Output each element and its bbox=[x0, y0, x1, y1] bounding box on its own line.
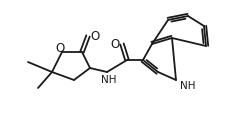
Text: O: O bbox=[110, 39, 120, 51]
Text: O: O bbox=[90, 30, 100, 44]
Text: NH: NH bbox=[101, 75, 117, 85]
Text: O: O bbox=[55, 41, 65, 55]
Text: NH: NH bbox=[180, 81, 196, 91]
